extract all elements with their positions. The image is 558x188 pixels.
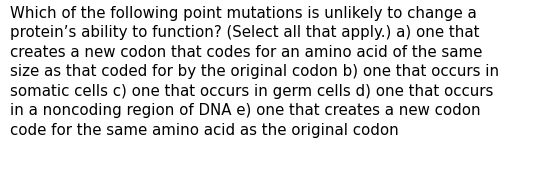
- Text: Which of the following point mutations is unlikely to change a
protein’s ability: Which of the following point mutations i…: [10, 6, 499, 138]
